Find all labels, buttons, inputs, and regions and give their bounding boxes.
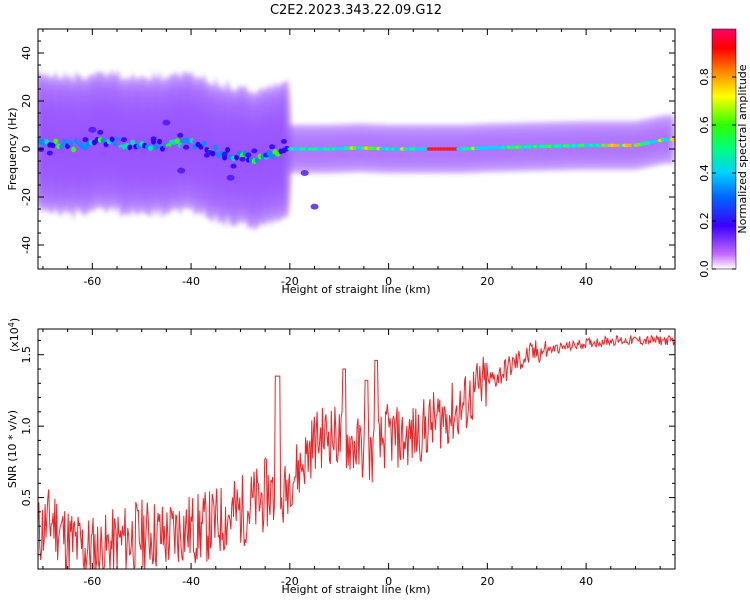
- spectrogram-xtick-label: -60: [83, 275, 101, 288]
- spectrogram-ylabel: Frequency (Hz): [6, 108, 19, 191]
- colorbar-tick-label: 0.0: [698, 260, 711, 278]
- snr-xtick-label: 0: [385, 575, 392, 588]
- spectrogram-core-cell: [225, 147, 231, 153]
- spectrogram-scatter-cell: [280, 138, 287, 144]
- spectrogram-blob: [177, 167, 186, 174]
- spectrogram-blob: [88, 126, 97, 133]
- spectrogram-scatter-cell: [129, 148, 136, 154]
- spectrogram-scatter-cell: [141, 149, 148, 155]
- spectrogram-blob: [226, 174, 235, 181]
- spectrogram-xtick-label: -20: [281, 275, 299, 288]
- spectrogram-heatmap: [38, 70, 675, 231]
- spectrogram-core-cell: [53, 138, 59, 145]
- colorbar-tick-label: 0.8: [698, 68, 711, 86]
- snr-xlabel: Height of straight line (km): [281, 583, 430, 596]
- spectrogram-scatter-cell: [58, 148, 65, 154]
- figure-title: C2E2.2023.343.22.09.G12: [270, 3, 442, 18]
- spectrogram-scatter-cell: [245, 152, 252, 158]
- spectrogram-core-cell: [127, 144, 133, 151]
- spectrogram-blob: [300, 170, 309, 176]
- spectrogram-scatter-cell: [257, 160, 264, 166]
- spectrogram-core: [38, 119, 675, 210]
- snr-ylabel: SNR (10 * v/v): [6, 410, 19, 488]
- spectrogram-xlabel: Height of straight line (km): [281, 283, 430, 296]
- spectrogram-halo: [38, 70, 675, 231]
- spectrogram-xtick-label: 40: [579, 275, 593, 288]
- colorbar-gradient: [711, 28, 737, 270]
- snr-xtick-label: 40: [579, 575, 593, 588]
- spectrogram-panel: -60 -40 -20 0 20 40 -40 -20 0 20 40 Height of stra…: [6, 28, 749, 296]
- snr-panel: -60 -40 -20 0 20 40 0.5 1.0 1.5 Height of straig…: [6, 318, 676, 596]
- spectrogram-core-cell: [201, 140, 207, 147]
- snr-ytick-label: 1.0: [20, 417, 33, 435]
- spectrogram-scatter-cell: [150, 136, 157, 142]
- colorbar-label: Normalized spectral amplitude: [736, 64, 749, 233]
- snr-xtick-label: -40: [182, 575, 200, 588]
- spectrogram-core-cell: [59, 143, 65, 150]
- spectrogram-xtick-label: 0: [385, 275, 392, 288]
- spectrogram-scatter-cell: [46, 150, 53, 156]
- spectrogram-core-cell: [50, 142, 56, 149]
- spectrogram-ytick-label: 20: [20, 94, 33, 108]
- spectrogram-scatter-cell: [165, 145, 172, 151]
- spectrogram-core-cell: [100, 137, 106, 144]
- spectrogram-scatter-cell: [221, 151, 228, 157]
- spectrogram-core-cell: [148, 145, 154, 152]
- spectrogram-ytick-label: -40: [20, 236, 33, 254]
- spectrogram-scatter-cell: [239, 156, 246, 162]
- snr-series-line: [38, 334, 675, 569]
- spectrogram-scatter-cell: [269, 144, 276, 150]
- snr-xtick-label: 20: [480, 575, 494, 588]
- spectrogram-xtick-label: -40: [182, 275, 200, 288]
- colorbar-tick-label: 0.2: [698, 212, 711, 230]
- spectrogram-core-cell: [68, 140, 74, 147]
- spectrogram-blob: [310, 203, 319, 210]
- snr-ytick-label: 0.5: [20, 489, 33, 507]
- spectrogram-core-cell: [174, 138, 180, 144]
- colorbar-tick-label: 0.6: [698, 116, 711, 134]
- spectrogram-ticks: -60 -40 -20 0 20 40 -40 -20 0 20 40: [20, 29, 675, 288]
- spectrogram-core-cell: [62, 138, 68, 145]
- spectrogram-core-cell: [109, 136, 115, 143]
- spectrogram-scatter-cell: [120, 137, 127, 143]
- snr-xtick-label: -20: [281, 575, 299, 588]
- snr-multiplier: (x104): [7, 318, 21, 352]
- spectrogram-scatter-cell: [114, 139, 121, 145]
- colorbar: 0.0 0.2 0.4 0.6 0.8 Normalized spectral ampl…: [698, 28, 749, 278]
- spectrogram-core-cell: [213, 144, 219, 151]
- spectrogram-core-cell: [669, 137, 675, 142]
- spectrogram-scatter-cell: [82, 137, 89, 143]
- spectrogram-blob: [162, 119, 171, 126]
- spectrogram-scatter-cell: [230, 163, 237, 169]
- snr-ticks: -60 -40 -20 0 20 40 0.5 1.0 1.5: [20, 329, 675, 588]
- spectrogram-core-cell: [234, 154, 240, 161]
- spectrogram-scatter-cell: [251, 148, 258, 154]
- colorbar-tick-label: 0.4: [698, 164, 711, 182]
- colorbar-ticks: 0.0 0.2 0.4 0.6 0.8: [698, 68, 736, 278]
- snr-xtick-label: -60: [83, 575, 101, 588]
- spectrogram-core-cell: [156, 138, 162, 145]
- spectrogram-core-cell: [130, 139, 136, 146]
- spectrogram-core-cell: [269, 153, 275, 160]
- spectrogram-scatter-cell: [183, 144, 190, 150]
- spectrogram-scatter-cell: [100, 151, 107, 157]
- spectrogram-ytick-label: -20: [20, 188, 33, 206]
- spectrogram-scatter-cell: [177, 132, 184, 138]
- spectrogram-ytick-label: 0: [20, 146, 33, 153]
- spectrogram-scatter-cell: [76, 138, 83, 144]
- spectrogram-core-cell: [154, 144, 160, 150]
- spectrogram-scatter-cell: [97, 129, 104, 135]
- snr-ytick-label: 1.5: [20, 346, 33, 364]
- spectrogram-ytick-label: 40: [20, 46, 33, 60]
- snr-frame: [37, 328, 676, 570]
- spectrogram-xtick-label: 20: [480, 275, 494, 288]
- spectrogram-core-cell: [210, 150, 216, 157]
- spectrogram-scatter-cell: [38, 147, 44, 153]
- spectrogram-core-cell: [71, 146, 77, 153]
